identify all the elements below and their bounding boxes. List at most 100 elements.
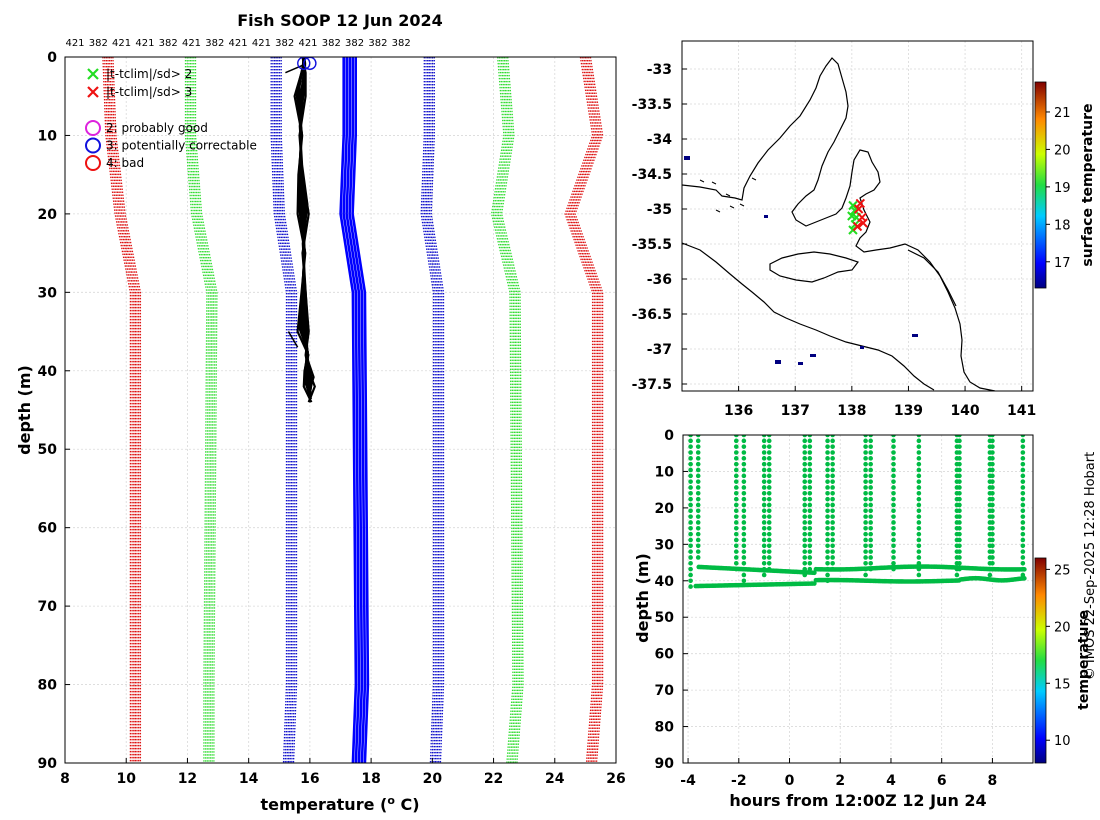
ts-point: [741, 491, 747, 496]
x-tick-label: 22: [484, 771, 503, 787]
ts-point: [990, 531, 995, 537]
ts-point: [868, 473, 873, 479]
ts-point: [807, 537, 813, 543]
ts-point: [733, 450, 739, 455]
x-tick-label: 20: [423, 771, 443, 787]
ts-point: [891, 444, 896, 449]
legend-circle-marker: [85, 120, 101, 136]
ts-point: [733, 467, 739, 473]
ts-point: [990, 450, 995, 455]
legend-label: |t-tclim|/sd> 2: [106, 67, 192, 81]
ts-point: [695, 491, 701, 496]
colorbar-tick-label: 18: [1054, 218, 1071, 233]
ts-point: [733, 543, 739, 549]
ts-point: [990, 496, 995, 502]
ts-point: [695, 467, 701, 473]
x-tick-label: 26: [606, 771, 625, 787]
climatology-line: [189, 57, 213, 763]
profile-y-label: depth (m): [15, 365, 34, 455]
ts-point: [761, 485, 767, 490]
ts-point: [733, 485, 739, 490]
ts-point: [741, 485, 747, 490]
y-tick-label: 20: [38, 207, 58, 223]
ts-point: [830, 514, 835, 519]
coastline-mainland: [682, 57, 996, 391]
ts-point: [916, 444, 922, 449]
x-tick-label: 0: [785, 773, 795, 789]
ts-point: [830, 467, 835, 473]
ts-point: [733, 531, 739, 537]
y-tick-label: 80: [655, 720, 675, 736]
map-coastline: [682, 57, 996, 391]
ts-point: [802, 485, 808, 490]
ts-point: [733, 461, 739, 467]
legend-circle-marker: [85, 155, 101, 171]
ts-point: [830, 450, 835, 455]
ts-point: [830, 485, 835, 490]
profile-id-label: 421: [252, 38, 271, 49]
ts-point: [802, 520, 808, 525]
y-tick-label: 70: [38, 599, 58, 615]
ts-point: [1020, 467, 1026, 473]
ts-point: [733, 473, 739, 479]
ts-point: [957, 502, 962, 508]
ts-point: [916, 537, 922, 543]
x-tick-label: 139: [894, 403, 923, 419]
ts-point: [830, 520, 835, 525]
ts-point: [957, 467, 962, 473]
ts-point: [688, 444, 693, 449]
ts-point: [741, 502, 747, 508]
ts-point: [802, 502, 808, 508]
x-tick-label: 24: [545, 771, 565, 787]
ts-point: [807, 438, 813, 444]
ts-point: [802, 473, 808, 479]
ts-point: [957, 456, 962, 461]
ts-point: [1020, 450, 1026, 455]
ts-point: [863, 496, 868, 502]
ts-point: [868, 479, 873, 484]
y-tick-label: -33.5: [632, 97, 672, 113]
ts-point: [807, 502, 813, 508]
climatology-line: [571, 57, 600, 763]
ts-point: [868, 496, 873, 502]
map-point-sst: [912, 334, 918, 337]
ts-point: [863, 456, 868, 461]
ts-point: [761, 555, 767, 560]
climatology-line: [499, 57, 522, 763]
ts-point: [863, 485, 868, 490]
ts-y-label: depth (m): [633, 553, 652, 643]
ts-point: [688, 496, 693, 502]
climatology-line: [108, 57, 138, 763]
x-tick-label: 141: [1007, 403, 1036, 419]
map-grid: [682, 41, 1033, 391]
legend-x-marker: [87, 86, 99, 98]
colorbar-tick-label: 10: [1054, 734, 1071, 749]
ts-point: [916, 479, 922, 484]
climatology-line: [564, 57, 594, 763]
ts-point: [891, 514, 896, 519]
ts-point: [863, 549, 868, 554]
ts-point: [891, 435, 896, 438]
y-tick-label: 50: [38, 442, 58, 458]
ts-x-label: hours from 12:00Z 12 Jun 24: [729, 791, 986, 810]
profile-axes-frame: [64, 56, 617, 764]
colorbar-tick-label: 21: [1054, 106, 1071, 121]
ts-point: [830, 537, 835, 543]
ts-point: [957, 531, 962, 537]
ts-point: [863, 435, 868, 438]
ts-point: [688, 514, 693, 519]
ts-point: [868, 444, 873, 449]
ts-point: [830, 461, 835, 467]
observed-profile: [287, 331, 299, 348]
colorbar-tick-label: 20: [1054, 143, 1071, 158]
legend-label: 4: bad: [106, 156, 144, 170]
ts-point: [830, 560, 835, 566]
ts-point: [957, 491, 962, 496]
ts-point: [741, 473, 747, 479]
ts-point: [891, 549, 896, 554]
map-point-sst: [860, 346, 864, 349]
ts-point: [807, 473, 813, 479]
ts-point: [807, 549, 813, 554]
profile-id-label: 421: [229, 38, 248, 49]
y-tick-label: 90: [38, 756, 58, 772]
